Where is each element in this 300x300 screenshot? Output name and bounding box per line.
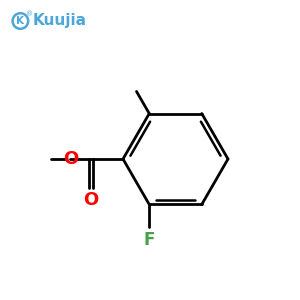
Text: Kuujia: Kuujia (32, 14, 86, 28)
Text: O: O (63, 150, 78, 168)
Text: O: O (83, 191, 99, 209)
Text: F: F (144, 231, 155, 249)
Text: ®: ® (26, 11, 33, 17)
Text: K: K (16, 16, 24, 26)
